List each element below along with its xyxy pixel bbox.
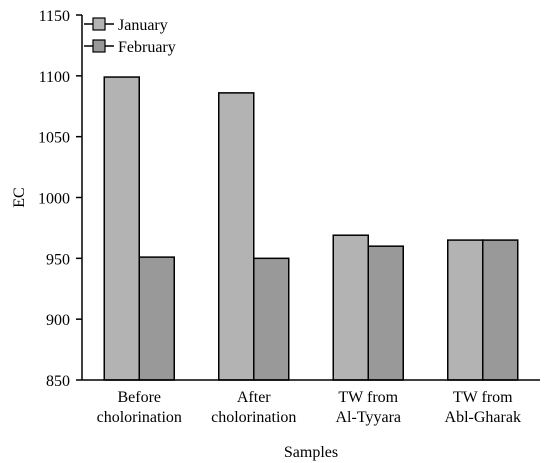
- y-tick-label: 1050: [38, 130, 70, 147]
- x-tick-label: TW from Abl-Gharak: [445, 389, 521, 426]
- bar-february-1: [254, 258, 289, 380]
- bar-january-1: [219, 93, 254, 380]
- x-axis-ticks: Before cholorination After cholorination TW …: [97, 389, 521, 426]
- legend-label-january: January: [118, 17, 168, 34]
- bar-january-3: [448, 240, 483, 380]
- legend-label-february: February: [118, 39, 176, 56]
- y-tick-label: 850: [46, 373, 70, 390]
- bar-february-0: [139, 257, 174, 380]
- legend: January February: [84, 17, 176, 56]
- bar-february-3: [483, 240, 518, 380]
- legend-swatch-february: [93, 40, 105, 52]
- y-tick-label: 1000: [38, 191, 70, 208]
- bar-february-2: [368, 246, 403, 380]
- y-axis-ticks: 850 900 950 1000 1050 1100 1150: [38, 8, 82, 390]
- bar-january-2: [333, 235, 368, 380]
- bar-january-0: [104, 77, 139, 380]
- bars: [104, 77, 518, 380]
- y-tick-label: 1150: [39, 8, 70, 25]
- x-tick-label: TW from Al-Tyyara: [335, 389, 401, 426]
- x-tick-label: After cholorination: [211, 389, 296, 426]
- y-tick-label: 1100: [39, 69, 70, 86]
- y-axis-title: EC: [11, 187, 28, 207]
- legend-swatch-january: [93, 18, 105, 30]
- x-axis-title: Samples: [284, 444, 338, 461]
- y-tick-label: 950: [46, 251, 70, 268]
- y-tick-label: 900: [46, 312, 70, 329]
- x-tick-label: Before cholorination: [97, 389, 182, 426]
